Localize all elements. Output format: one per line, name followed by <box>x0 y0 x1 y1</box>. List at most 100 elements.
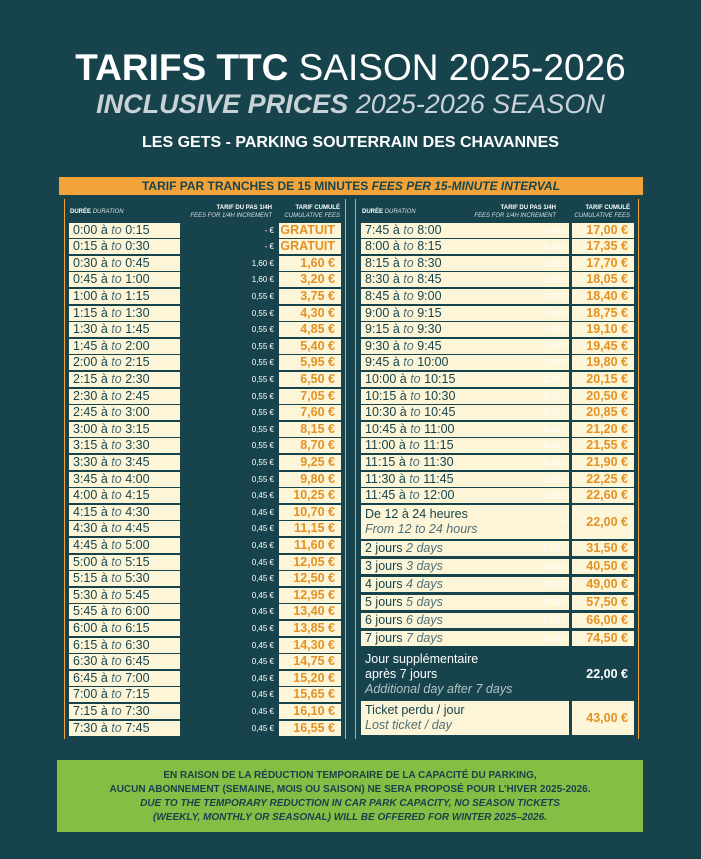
increment-cell: 0,55 € <box>251 374 274 384</box>
duration-cell: 2 jours 2 days <box>361 541 569 556</box>
table-row: 8:00 à to 8:15 0,35 € 17,35 € <box>361 239 634 255</box>
increment-cell: 8,50 € <box>543 634 566 644</box>
duration-cell: 5:45 à to 6:00 <box>69 604 180 620</box>
table-row: 2:45 à to 3:00 0,55 € 7,60 € <box>69 405 341 421</box>
cumulative-cell: 17,70 € <box>572 255 634 271</box>
cumulative-cell: 4,85 € <box>279 322 341 338</box>
cumulative-cell: 66,00 € <box>572 613 634 629</box>
cumulative-cell: 15,20 € <box>279 670 341 686</box>
cumulative-cell: 18,05 € <box>572 272 634 288</box>
increment-cell: 0,55 € <box>251 441 274 451</box>
half-day-duration: De 12 à 24 heures From 12 to 24 hours <box>361 505 569 539</box>
duration-cell: 7:00 à to 7:15 <box>69 687 180 703</box>
duration-cell: 1:15 à to 1:30 <box>69 305 180 321</box>
increment-cell: 0,55 € <box>251 391 274 401</box>
duration-cell: 1:30 à to 1:45 <box>69 322 180 338</box>
duration-cell: 10:30 à to 10:45 <box>361 405 569 421</box>
cumulative-cell: 18,40 € <box>572 288 634 304</box>
increment-cell: 0,35 € <box>543 242 566 252</box>
increment-cell: 0,45 € <box>251 507 274 517</box>
increment-cell: 0,45 € <box>251 540 274 550</box>
table-row: 4:30 à to 4:45 0,45 € 11,15 € <box>69 521 341 537</box>
location-subtitle: LES GETS - PARKING SOUTERRAIN DES CHAVAN… <box>142 134 559 151</box>
increment-cell: 0,35 € <box>543 341 566 351</box>
cumulative-cell: 20,85 € <box>572 405 634 421</box>
table-row: 5:45 à to 6:00 0,45 € 13,40 € <box>69 604 341 620</box>
cumulative-cell: 13,40 € <box>279 604 341 620</box>
lost-ticket-row: Ticket perdu / jour Lost ticket / day 43,… <box>361 701 634 735</box>
increment-cell: 0,45 € <box>251 690 274 700</box>
duration-cell: 11:15 à to 11:30 <box>361 454 569 470</box>
header-duration: DURÉE DURATION <box>70 209 124 215</box>
duration-cell: 0:15 à to 0:30 <box>69 239 180 255</box>
increment-cell: 0,55 € <box>251 474 274 484</box>
duration-cell: 7:15 à to 7:30 <box>69 703 180 719</box>
cumulative-cell: 6,50 € <box>279 371 341 387</box>
increment-cell: 0,55 € <box>251 308 274 318</box>
right-border <box>638 199 639 739</box>
cumulative-cell: 74,50 € <box>572 631 634 647</box>
increment-cell: 8,50 € <box>543 616 566 626</box>
increment-cell: 0,45 € <box>251 524 274 534</box>
cumulative-cell: 14,30 € <box>279 637 341 653</box>
increment-cell: 0,45 € <box>251 673 274 683</box>
table-row: 5:00 à to 5:15 0,45 € 12,05 € <box>69 554 341 570</box>
cumulative-cell: 21,55 € <box>572 438 634 454</box>
interval-band: TARIF PAR TRANCHES DE 15 MINUTES FEES PE… <box>59 177 643 195</box>
increment-cell: 0,35 € <box>543 474 566 484</box>
capacity-notice: EN RAISON DE LA RÉDUCTION TEMPORAIRE DE … <box>57 760 643 832</box>
increment-cell: 0,35 € <box>543 275 566 285</box>
duration-cell: 8:15 à to 8:30 <box>361 255 569 271</box>
duration-cell: 5:00 à to 5:15 <box>69 554 180 570</box>
cumulative-cell: 12,95 € <box>279 587 341 603</box>
cumulative-cell: 22,60 € <box>572 488 634 504</box>
duration-cell: 4:00 à to 4:15 <box>69 488 180 504</box>
cumulative-cell: 7,05 € <box>279 388 341 404</box>
duration-cell: 6:15 à to 6:30 <box>69 637 180 653</box>
table-row: 9:15 à to 9:30 0,35 € 19,10 € <box>361 322 634 338</box>
increment-cell: 1,60 € <box>251 275 274 285</box>
increment-cell: 0,35 € <box>543 408 566 418</box>
table-row: 7:45 à to 8:00 0,45 € 17,00 € <box>361 222 634 238</box>
table-row: 1:00 à to 1:15 0,55 € 3,75 € <box>69 288 341 304</box>
cumulative-cell: 9,80 € <box>279 471 341 487</box>
page-title-english: INCLUSIVE PRICES 2025-2026 SEASON <box>0 88 701 120</box>
right-table-header: DURÉE DURATION TARIF DU PAS 1/4H FEES FOR… <box>362 204 634 222</box>
cumulative-cell: 16,55 € <box>279 720 341 736</box>
table-row: 2:00 à to 2:15 0,55 € 5,95 € <box>69 355 341 371</box>
duration-cell: 10:00 à to 10:15 <box>361 371 569 387</box>
increment-cell: 0,55 € <box>251 358 274 368</box>
table-row: 11:30 à to 11:45 0,35 € 22,25 € <box>361 471 634 487</box>
table-row: 4 jours 4 days 8,50 € 49,00 € <box>361 577 634 593</box>
table-row: 8:15 à to 8:30 0,35 € 17,70 € <box>361 255 634 271</box>
extra-day-row: Jour supplémentaire après 7 jours Addition… <box>361 651 634 698</box>
center-divider-right <box>355 199 356 739</box>
table-row: 2:15 à to 2:30 0,55 € 6,50 € <box>69 371 341 387</box>
duration-cell: 3:00 à to 3:15 <box>69 421 180 437</box>
notice-en-line2: (WEEKLY, MONTHLY OR SEASONAL) WILL BE OF… <box>153 812 547 823</box>
title-light: SAISON 2025-2026 <box>298 47 626 88</box>
table-row: 10:30 à to 10:45 0,35 € 20,85 € <box>361 405 634 421</box>
table-row: 6 jours 6 days 8,50 € 66,00 € <box>361 613 634 629</box>
increment-cell: 0,35 € <box>543 258 566 268</box>
table-row: 10:15 à to 10:30 0,35 € 20,50 € <box>361 388 634 404</box>
table-row: 6:45 à to 7:00 0,45 € 15,20 € <box>69 670 341 686</box>
duration-cell: 10:15 à to 10:30 <box>361 388 569 404</box>
cumulative-cell: 3,75 € <box>279 288 341 304</box>
table-row: 6:30 à to 6:45 0,45 € 14,75 € <box>69 654 341 670</box>
cumulative-cell: 31,50 € <box>572 541 634 556</box>
table-row: 10:45 à to 11:00 0,35 € 21,20 € <box>361 421 634 437</box>
cumulative-cell: 1,60 € <box>279 255 341 271</box>
duration-cell: 0:45 à to 1:00 <box>69 272 180 288</box>
cumulative-cell: 17,35 € <box>572 239 634 255</box>
increment-cell: 9,00 € <box>543 562 566 572</box>
table-row: 1:15 à to 1:30 0,55 € 4,30 € <box>69 305 341 321</box>
cumulative-cell: 8,70 € <box>279 438 341 454</box>
cumulative-cell: 18,75 € <box>572 305 634 321</box>
table-row: 5 jours 5 days 8,50 € 57,50 € <box>361 595 634 611</box>
cumulative-cell: 20,50 € <box>572 388 634 404</box>
duration-cell: 3:45 à to 4:00 <box>69 471 180 487</box>
duration-cell: 7:45 à to 8:00 <box>361 222 569 238</box>
duration-cell: 5:15 à to 5:30 <box>69 571 180 587</box>
